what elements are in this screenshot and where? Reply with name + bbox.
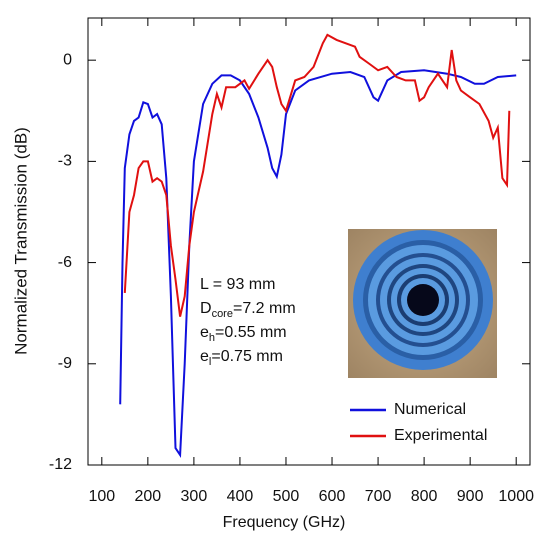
annotation-sub: h xyxy=(209,332,215,344)
annotation: L = 93 mm xyxy=(200,276,275,293)
x-tick-label: 700 xyxy=(365,488,392,505)
x-tick-label: 100 xyxy=(88,488,115,505)
legend-label: Experimental xyxy=(394,427,487,444)
series-line xyxy=(119,69,517,458)
x-tick-label: 400 xyxy=(227,488,254,505)
y-tick-label: -3 xyxy=(58,153,72,170)
y-axis-title: Normalized Transmission (dB) xyxy=(11,127,30,355)
annotation-rest: =0.75 mm xyxy=(211,348,283,365)
y-tick-label: -6 xyxy=(58,254,72,271)
annotation: Dcore=7.2 mm xyxy=(200,300,296,320)
x-tick-label: 300 xyxy=(181,488,208,505)
x-tick-label: 900 xyxy=(457,488,484,505)
x-tick-label: 800 xyxy=(411,488,438,505)
annotation-sub: core xyxy=(212,308,233,320)
series-line xyxy=(123,33,511,317)
photo xyxy=(348,229,497,378)
y-tick-label: -12 xyxy=(49,456,72,473)
annotation-rest: =0.55 mm xyxy=(215,324,287,341)
annotation-main: e xyxy=(200,324,209,341)
annotation: el=0.75 mm xyxy=(200,348,283,368)
x-tick-label: 600 xyxy=(319,488,346,505)
y-tick-label: 0 xyxy=(63,51,72,68)
plot-frame xyxy=(87,17,531,466)
x-tick-label: 1000 xyxy=(498,488,534,505)
x-tick-label: 500 xyxy=(273,488,300,505)
y-tick-label: -9 xyxy=(58,355,72,372)
annotation-sub: l xyxy=(209,356,211,368)
annotation-main: e xyxy=(200,348,209,365)
x-axis-title: Frequency (GHz) xyxy=(223,514,346,531)
annotation-main: D xyxy=(200,300,212,317)
annotation: eh=0.55 mm xyxy=(200,324,287,344)
legend-label: Numerical xyxy=(394,401,466,418)
annotation-main: L = 93 mm xyxy=(200,276,275,293)
x-tick-label: 200 xyxy=(135,488,162,505)
annotation-rest: =7.2 mm xyxy=(233,300,296,317)
